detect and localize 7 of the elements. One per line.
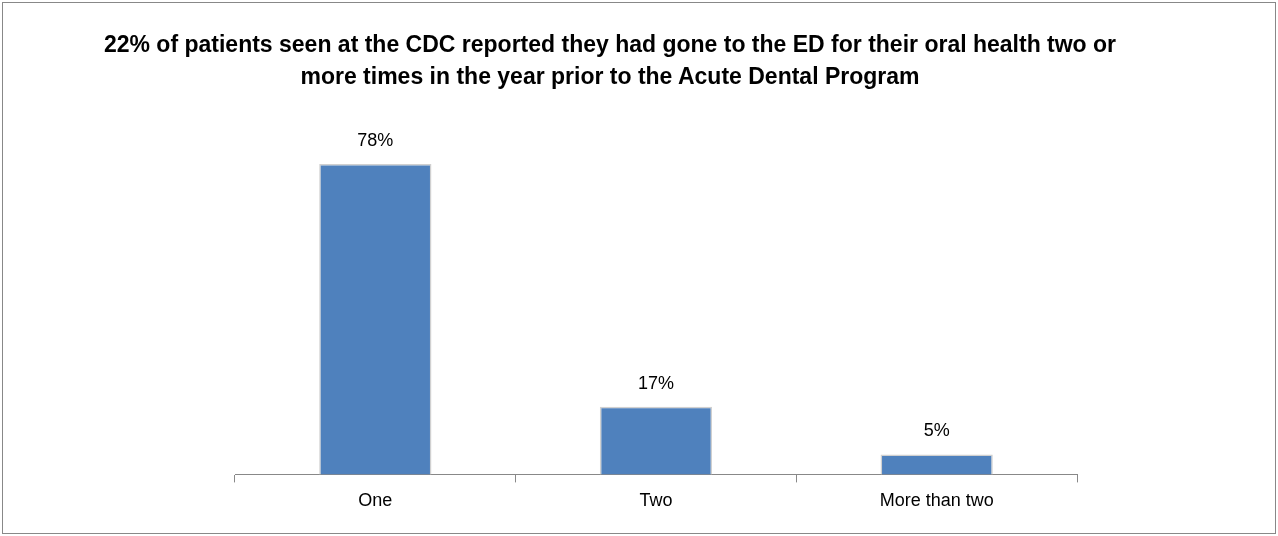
data-label: 78% — [357, 129, 394, 150]
x-tick-label: More than two — [879, 490, 994, 511]
data-label: 17% — [637, 372, 675, 393]
data-label: 5% — [923, 420, 950, 441]
x-tick-label: One — [358, 490, 393, 511]
x-tick-label: Two — [639, 490, 673, 511]
chart-title: 22% of patients seen at the CDC reported they had gone to the ED for their oral health two or more times in the year prior to the Acute Dental Program — [102, 30, 1118, 91]
